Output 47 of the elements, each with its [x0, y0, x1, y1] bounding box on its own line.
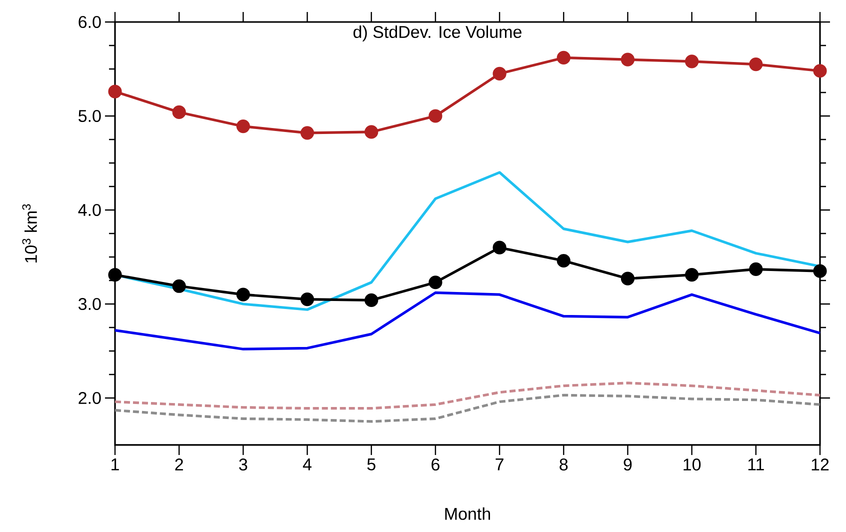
line-series	[114, 382, 822, 410]
x-tick-label: 9	[624, 458, 632, 471]
point	[236, 288, 250, 302]
x-tick-label: 12	[812, 458, 829, 470]
point	[108, 84, 122, 98]
point	[428, 109, 442, 123]
point	[685, 54, 699, 68]
point	[492, 240, 506, 254]
point	[749, 262, 763, 276]
x-tick-label: 2	[175, 458, 183, 470]
point	[556, 254, 570, 268]
point	[236, 120, 250, 134]
x-tick-label: 3	[239, 458, 248, 471]
point	[300, 292, 314, 306]
x-tick-label: 7	[496, 458, 504, 470]
x-tick-label: 11	[748, 458, 764, 470]
point	[428, 276, 442, 290]
y-tick-label: 5.0	[78, 110, 101, 122]
point	[364, 125, 378, 139]
line-series	[114, 291, 822, 350]
x-axis-title: Month	[445, 507, 490, 520]
point	[364, 293, 378, 308]
x-tick-label: 10	[684, 458, 701, 471]
point	[749, 57, 763, 72]
point	[813, 264, 827, 278]
x-tick-label: 4	[302, 458, 312, 470]
line-series	[114, 394, 822, 423]
x-tick-label: 6	[432, 458, 440, 471]
point	[685, 268, 699, 282]
point	[172, 105, 186, 120]
y-axis-title: 10$^{3}$ km$^{3}$	[22, 204, 37, 262]
x-tick-label: 8	[560, 458, 568, 471]
point	[620, 52, 635, 66]
point	[172, 279, 186, 293]
point	[620, 272, 635, 286]
point	[300, 126, 314, 140]
y-tick-label: 6.0	[78, 16, 101, 28]
chart-title: d) StdDev. Ice Volume	[354, 26, 522, 42]
point	[492, 66, 506, 80]
point	[108, 268, 122, 282]
point	[556, 50, 570, 65]
y-tick-label: 3.0	[78, 298, 101, 310]
point	[813, 64, 827, 78]
y-tick-label: 4.0	[78, 204, 101, 216]
x-tick-label: 1	[112, 458, 119, 470]
y-tick-label: 2.0	[78, 392, 101, 404]
x-tick-label: 5	[367, 458, 376, 470]
